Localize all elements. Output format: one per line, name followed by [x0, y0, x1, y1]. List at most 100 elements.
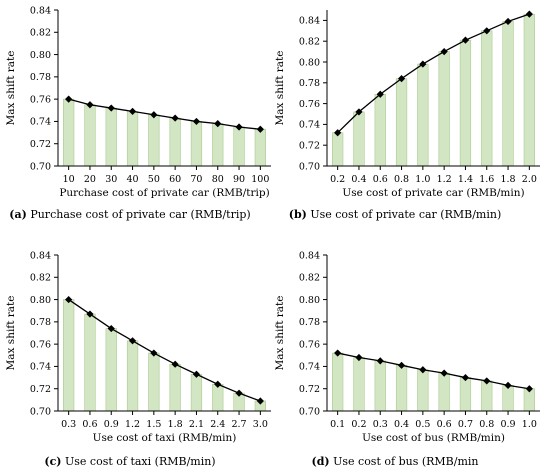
x-tick-label: 2.1	[189, 419, 204, 430]
caption-text: Use cost of taxi (RMB/min)	[62, 455, 216, 468]
bar	[169, 363, 181, 412]
y-tick-label: 0.76	[30, 339, 51, 350]
y-tick-label: 0.84	[299, 250, 320, 261]
x-tick-label: 100	[251, 174, 269, 185]
bar	[502, 21, 514, 167]
data-point	[128, 337, 137, 345]
data-point	[397, 361, 406, 369]
x-tick-label: 60	[169, 174, 181, 185]
data-point	[107, 324, 115, 333]
series-line	[68, 299, 261, 402]
x-tick-label: 2.0	[522, 174, 537, 185]
x-axis-label: Use cost of taxi (RMB/min)	[93, 432, 237, 444]
caption-text: Use cost of bus (RMB/min	[330, 455, 479, 468]
x-tick-label: 30	[105, 174, 117, 185]
bar	[254, 128, 266, 167]
bar	[395, 78, 408, 167]
bar	[190, 373, 203, 412]
data-point	[86, 310, 94, 318]
chart-panel-3: 0.70 0.72 0.74 0.76 0.78 0.80 0.82 0.84 0.3 0.6 0.…	[5, 250, 271, 468]
y-tick-label: 0.82	[30, 273, 51, 284]
x-tick-label: 0.3	[61, 419, 76, 430]
data-point	[256, 125, 264, 133]
y-tick-label: 0.74	[299, 120, 320, 131]
data-point	[65, 95, 73, 103]
chart-panel-2: 0.70 0.72 0.74 0.76 0.78 0.80 0.82 0.84 0.2 0.4 0.…	[274, 10, 540, 221]
data-point	[504, 381, 512, 389]
data-point	[376, 90, 384, 98]
y-tick-label: 0.78	[299, 78, 320, 89]
y-tick-label: 0.78	[299, 317, 320, 328]
bar	[212, 123, 224, 167]
y-tick-label: 0.78	[30, 72, 51, 83]
bar	[438, 51, 450, 167]
data-point	[376, 357, 384, 365]
bar	[332, 352, 344, 412]
y-tick-label: 0.70	[30, 161, 51, 172]
series-line	[68, 98, 261, 130]
data-point	[504, 17, 512, 26]
y-tick-label: 0.70	[299, 406, 320, 417]
panel-caption: (c) Use cost of taxi (RMB/min)	[44, 455, 215, 468]
bar	[523, 13, 535, 167]
x-tick-label: 0.1	[330, 419, 345, 430]
bar	[438, 372, 450, 412]
x-axis-label: Purchase cost of private car (RMB/trip)	[59, 187, 269, 199]
y-tick-label: 0.82	[30, 28, 51, 39]
x-tick-label: 1.2	[125, 419, 140, 430]
data-point	[334, 129, 342, 137]
x-tick-label: 1.2	[437, 174, 452, 185]
chart-panel-1: 0.70 0.72 0.74 0.76 0.78 0.80 0.82 0.84 10 20 30 40…	[5, 5, 271, 221]
caption-letter: (a)	[9, 208, 27, 221]
x-tick-label: 1.5	[146, 419, 161, 430]
y-tick-label: 0.84	[30, 5, 51, 16]
x-tick-label: 0.4	[394, 419, 409, 430]
panel-caption: (b) Use cost of private car (RMB/min)	[289, 208, 502, 221]
x-tick-label: 20	[84, 174, 96, 185]
y-tick-label: 0.78	[30, 317, 51, 328]
x-tick-label: 1.0	[522, 419, 537, 430]
data-point	[461, 36, 470, 44]
x-axis-label: Use cost of private car (RMB/min)	[342, 187, 524, 199]
series-line	[337, 13, 530, 134]
data-point	[214, 120, 222, 128]
panel-caption: (d) Use cost of bus (RMB/min	[312, 455, 479, 468]
x-tick-label: 1.8	[168, 419, 183, 430]
data-point	[65, 295, 73, 304]
y-axis-label: Max shift rate	[274, 51, 286, 126]
x-tick-label: 0.3	[373, 419, 388, 430]
data-point	[256, 397, 264, 405]
bar	[353, 357, 365, 412]
x-tick-label: 0.5	[415, 419, 430, 430]
y-tick-label: 0.82	[299, 37, 320, 48]
data-point	[440, 48, 448, 56]
data-point	[483, 377, 491, 385]
data-point	[334, 349, 342, 357]
data-point	[171, 360, 179, 368]
y-tick-label: 0.76	[299, 99, 320, 110]
x-tick-label: 1.0	[415, 174, 430, 185]
y-axis-label: Max shift rate	[274, 296, 286, 371]
bar	[481, 380, 493, 412]
data-point	[525, 10, 533, 18]
data-point	[461, 373, 470, 382]
data-point	[235, 389, 243, 397]
x-tick-label: 1.4	[458, 174, 473, 185]
x-tick-label: 80	[212, 174, 224, 185]
x-tick-label: 0.2	[351, 419, 366, 430]
y-tick-label: 0.76	[299, 339, 320, 350]
y-tick-label: 0.80	[299, 295, 320, 306]
data-point	[192, 117, 201, 126]
bar	[395, 365, 408, 412]
y-tick-label: 0.80	[30, 295, 51, 306]
bar	[502, 385, 514, 412]
x-tick-label: 0.7	[458, 419, 473, 430]
chart-panel-4: 0.70 0.72 0.74 0.76 0.78 0.80 0.82 0.84 0.1 0.2 0.…	[274, 250, 540, 468]
data-point	[150, 111, 158, 119]
bar	[459, 377, 472, 412]
bar	[84, 104, 96, 167]
bar	[374, 360, 386, 412]
x-tick-label: 70	[190, 174, 202, 185]
data-point	[419, 60, 427, 68]
